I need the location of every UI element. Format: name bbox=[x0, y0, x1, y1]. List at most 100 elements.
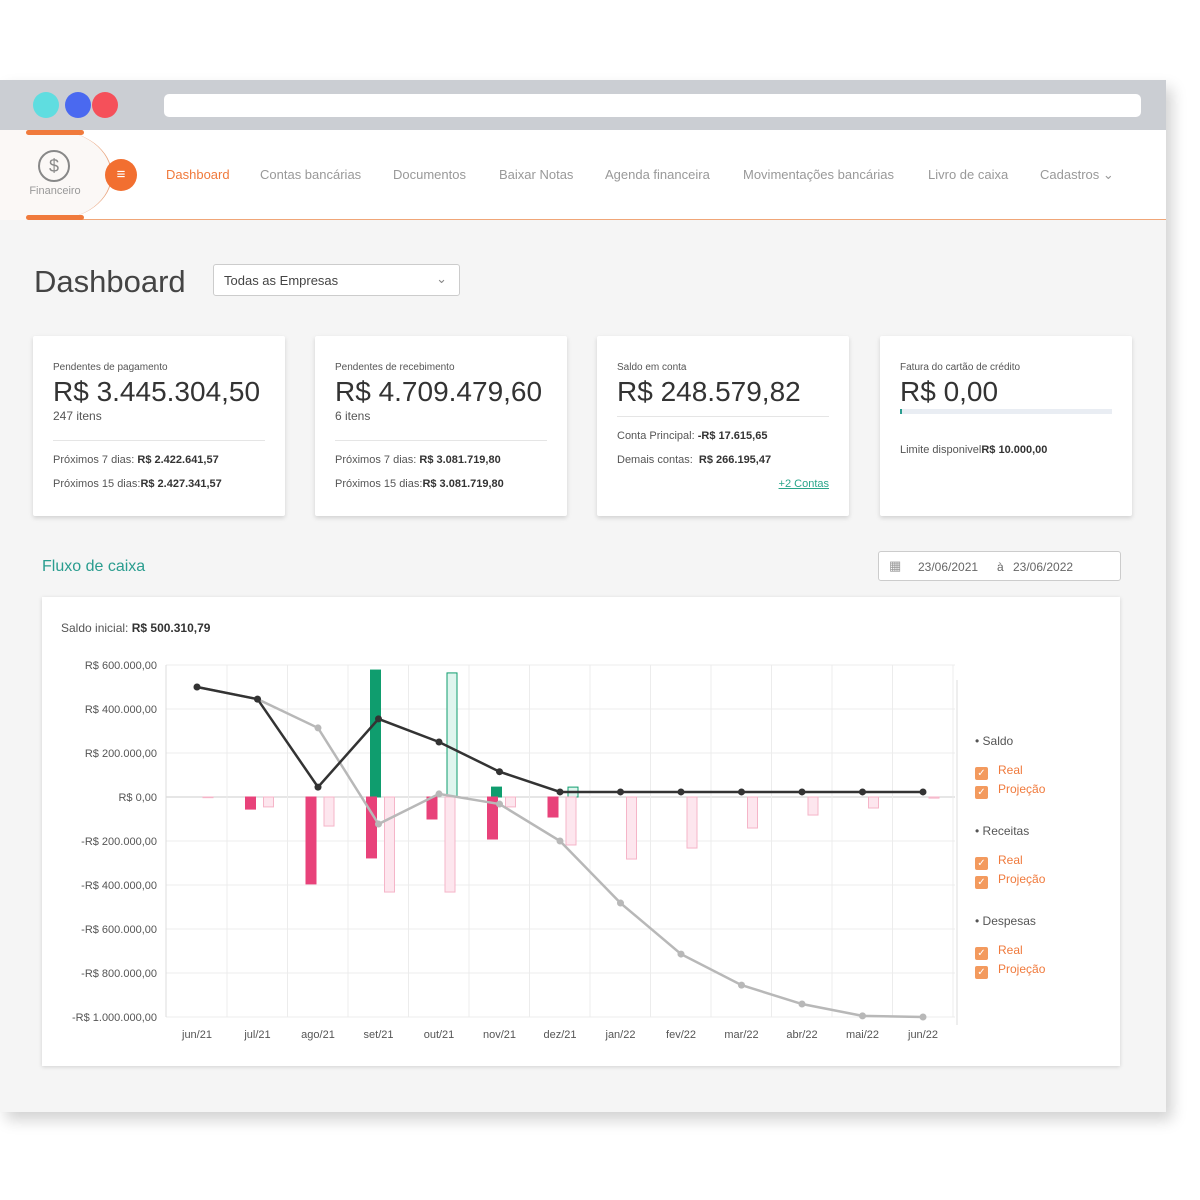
legend-group-saldo: • Saldo bbox=[975, 734, 1014, 748]
saldo-inicial: Saldo inicial: R$ 500.310,79 bbox=[61, 621, 210, 635]
card-count: 6 itens bbox=[335, 409, 371, 423]
date-from[interactable]: 23/06/2021 bbox=[918, 560, 979, 574]
row-value: R$ 10.000,00 bbox=[981, 444, 1048, 456]
row-value: R$ 266.195,47 bbox=[698, 454, 772, 466]
nav-livro-caixa[interactable]: Livro de caixa bbox=[928, 167, 1009, 182]
saldo-real-line bbox=[196, 685, 923, 794]
legend-toggle-receitas-real[interactable]: ✓ Real bbox=[975, 853, 1023, 870]
window-dot-icon[interactable] bbox=[65, 92, 91, 118]
card-value: R$ 4.709.479,60 bbox=[335, 376, 543, 407]
legend-item-label: Projeção bbox=[998, 962, 1046, 976]
despesa-projecao-bar bbox=[686, 796, 698, 849]
legend-group-receitas: • Receitas bbox=[975, 824, 1030, 838]
saldo-real-point bbox=[677, 788, 685, 796]
window-dot-icon[interactable] bbox=[33, 92, 59, 118]
x-tick-label: jun/22 bbox=[907, 1029, 938, 1041]
despesa-projecao-bar bbox=[747, 796, 758, 829]
despesa-projecao-bar bbox=[505, 796, 516, 808]
legend-item-label: Real bbox=[998, 853, 1023, 867]
saldo-projecao-point bbox=[738, 981, 745, 989]
x-tick-label: dez/21 bbox=[543, 1029, 576, 1041]
nav-contas-bancarias[interactable]: Contas bancárias bbox=[260, 167, 362, 182]
nav-dashboard[interactable]: Dashboard bbox=[166, 167, 230, 182]
saldo-projecao-line bbox=[196, 685, 924, 1019]
card-row: Próximos 7 dias: R$ 3.081.719,80 bbox=[335, 454, 501, 466]
company-select[interactable]: Todas as Empresas ⌄ bbox=[213, 264, 460, 296]
saldo-projecao-point bbox=[859, 1012, 866, 1020]
module-switcher[interactable]: $ Financeiro bbox=[0, 130, 112, 220]
saldo-real-point bbox=[919, 788, 927, 796]
top-nav: $ Financeiro ≡ Dashboard Contas bancária… bbox=[0, 130, 1166, 220]
section-title: Fluxo de caixa bbox=[42, 558, 146, 575]
legend-toggle-saldo-real[interactable]: ✓ Real bbox=[975, 763, 1023, 780]
cashflow-chart-card: Saldo inicial: R$ 500.310,79 R$ 600.000,… bbox=[42, 597, 1120, 1066]
x-tick-label: abr/22 bbox=[786, 1029, 817, 1041]
saldo-real-point bbox=[193, 683, 201, 691]
x-tick-label: jan/22 bbox=[605, 1029, 636, 1041]
x-tick-label: out/21 bbox=[424, 1029, 455, 1041]
nav-movimentacoes[interactable]: Movimentações bancárias bbox=[743, 167, 895, 182]
legend-toggle-receitas-projecao[interactable]: ✓ Projeção bbox=[975, 872, 1045, 889]
card-row: Conta Principal: -R$ 17.615,65 bbox=[617, 430, 767, 442]
x-tick-label: set/21 bbox=[364, 1029, 394, 1041]
x-tick-label: jun/21 bbox=[181, 1029, 212, 1041]
y-tick-label: R$ 0,00 bbox=[118, 792, 157, 804]
card-count: 247 itens bbox=[53, 409, 102, 423]
saldo-projecao-point bbox=[375, 820, 382, 828]
divider bbox=[26, 215, 84, 220]
despesa-real-bar bbox=[547, 796, 559, 818]
card-pendentes-pagamento: Pendentes de pagamento R$ 3.445.304,50 2… bbox=[33, 336, 285, 516]
checkbox-checked-icon: ✓ bbox=[975, 876, 988, 889]
legend-toggle-despesas-real[interactable]: ✓ Real bbox=[975, 943, 1023, 960]
despesa-projecao-bar bbox=[202, 796, 214, 799]
row-value: R$ 2.422.641,57 bbox=[137, 454, 219, 466]
row-value: R$ 3.081.719,80 bbox=[422, 478, 504, 490]
divider bbox=[335, 440, 547, 441]
row-label: Próximos 7 dias: bbox=[53, 454, 138, 466]
nav-agenda-financeira[interactable]: Agenda financeira bbox=[605, 167, 710, 182]
company-select-value: Todas as Empresas bbox=[224, 273, 339, 288]
despesa-projecao-bar bbox=[444, 796, 456, 893]
x-tick-label: nov/21 bbox=[483, 1029, 516, 1041]
x-tick-label: jul/21 bbox=[243, 1029, 270, 1041]
more-accounts-link[interactable]: +2 Contas bbox=[778, 478, 829, 490]
card-label: Pendentes de recebimento bbox=[335, 362, 455, 373]
date-range-picker[interactable]: ▦ 23/06/2021 à 23/06/2022 bbox=[878, 551, 1121, 581]
date-to[interactable]: 23/06/2022 bbox=[1013, 560, 1074, 574]
window-dot-icon[interactable] bbox=[92, 92, 118, 118]
hamburger-menu-icon[interactable]: ≡ bbox=[105, 159, 137, 191]
despesa-real-bar bbox=[487, 796, 498, 840]
despesa-projecao-bar bbox=[868, 796, 879, 809]
saldo-projecao-point bbox=[435, 790, 443, 798]
card-saldo-conta: Saldo em conta R$ 248.579,82 Conta Princ… bbox=[597, 336, 849, 516]
nav-cadastros[interactable]: Cadastros ⌄ bbox=[1040, 167, 1114, 183]
checkbox-checked-icon: ✓ bbox=[975, 966, 988, 979]
card-row: Demais contas: R$ 266.195,47 bbox=[617, 454, 771, 466]
card-row: Próximos 7 dias: R$ 2.422.641,57 bbox=[53, 454, 219, 466]
despesa-projecao-bar bbox=[384, 796, 395, 893]
nav-baixar-notas[interactable]: Baixar Notas bbox=[499, 167, 574, 182]
saldo-projecao-point bbox=[617, 899, 624, 907]
legend-item-label: Real bbox=[998, 943, 1023, 957]
saldo-projecao-point bbox=[496, 800, 503, 808]
row-label: Próximos 15 dias: bbox=[53, 478, 141, 490]
card-row: Próximos 15 dias:R$ 3.081.719,80 bbox=[335, 478, 504, 490]
legend-toggle-saldo-projecao[interactable]: ✓ Projeção bbox=[975, 782, 1045, 799]
despesa-real-bar bbox=[366, 796, 377, 859]
divider bbox=[617, 416, 829, 417]
card-label: Saldo em conta bbox=[617, 362, 687, 373]
saldo-projecao-point bbox=[677, 950, 685, 958]
card-value: R$ 3.445.304,50 bbox=[53, 376, 261, 407]
nav-documentos[interactable]: Documentos bbox=[393, 167, 466, 182]
despesa-projecao-bar bbox=[626, 796, 637, 860]
saldo-real-point bbox=[798, 788, 806, 796]
legend-toggle-despesas-projecao[interactable]: ✓ Projeção bbox=[975, 962, 1045, 979]
address-bar[interactable] bbox=[164, 94, 1141, 117]
despesa-real-bar bbox=[426, 796, 438, 820]
saldo-real-point bbox=[496, 768, 503, 776]
despesa-projecao-bar bbox=[565, 796, 577, 846]
chevron-down-icon: ⌄ bbox=[436, 271, 447, 286]
calendar-icon: ▦ bbox=[889, 558, 902, 573]
saldo-projecao-point bbox=[919, 1013, 927, 1021]
row-label: Próximos 7 dias: bbox=[335, 454, 420, 466]
